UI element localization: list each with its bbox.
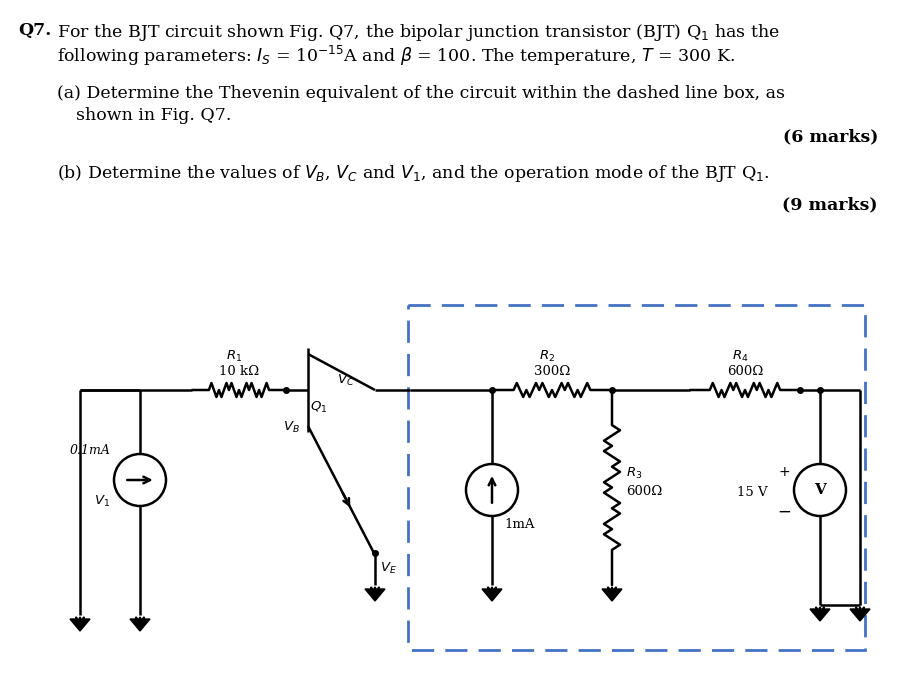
Text: (9 marks): (9 marks): [783, 196, 878, 213]
Text: $R_4$: $R_4$: [732, 349, 748, 364]
Polygon shape: [70, 619, 90, 631]
Text: $V_E$: $V_E$: [380, 561, 397, 576]
Text: $R_3$: $R_3$: [626, 466, 643, 481]
Polygon shape: [602, 589, 622, 601]
Text: 600Ω: 600Ω: [626, 485, 663, 498]
Text: $V_B$: $V_B$: [284, 420, 300, 435]
Text: −: −: [777, 503, 791, 521]
Text: (6 marks): (6 marks): [783, 128, 878, 145]
Text: +: +: [778, 465, 790, 479]
Bar: [408, 305, 865, 650]
Text: For the BJT circuit shown Fig. Q7, the bipolar junction transistor (BJT) Q$_1$ h: For the BJT circuit shown Fig. Q7, the b…: [57, 22, 780, 43]
Text: (b) Determine the values of $V_B$, $V_C$ and $V_1$, and the operation mode of th: (b) Determine the values of $V_B$, $V_C$…: [57, 163, 770, 184]
Polygon shape: [850, 609, 870, 621]
Text: 600Ω: 600Ω: [727, 365, 764, 378]
Text: 300Ω: 300Ω: [534, 365, 570, 378]
Text: 1mA: 1mA: [504, 518, 534, 531]
Text: Q7.: Q7.: [18, 22, 51, 39]
Text: 0.1mA: 0.1mA: [69, 443, 110, 456]
Text: $Q_1$: $Q_1$: [310, 400, 327, 415]
Text: $R_2$: $R_2$: [539, 349, 555, 364]
Text: $V_1$: $V_1$: [94, 494, 110, 509]
Text: shown in Fig. Q7.: shown in Fig. Q7.: [76, 107, 232, 124]
Text: 15 V: 15 V: [737, 485, 768, 498]
Text: following parameters: $I_S$ = 10$^{-15}$A and $\beta$ = 100. The temperature, $T: following parameters: $I_S$ = 10$^{-15}$…: [57, 44, 735, 68]
Polygon shape: [482, 589, 502, 601]
Text: $V_C$: $V_C$: [337, 373, 355, 388]
Text: V: V: [814, 483, 826, 497]
Text: $R_1$: $R_1$: [226, 349, 242, 364]
Text: (a) Determine the Thevenin equivalent of the circuit within the dashed line box,: (a) Determine the Thevenin equivalent of…: [57, 85, 785, 102]
Polygon shape: [365, 589, 385, 601]
Text: 10 kΩ: 10 kΩ: [219, 365, 259, 378]
Polygon shape: [130, 619, 150, 631]
Polygon shape: [810, 609, 830, 621]
